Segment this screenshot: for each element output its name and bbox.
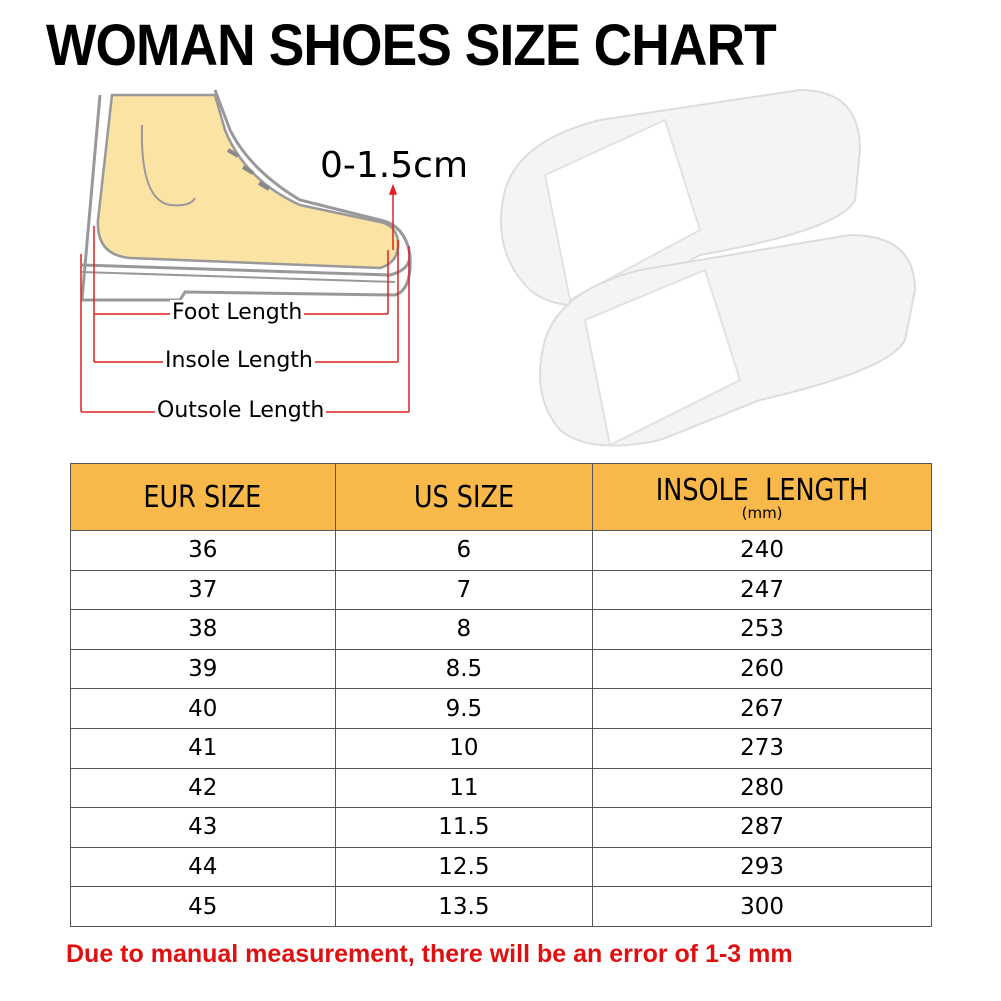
toe-gap-label: 0-1.5cm: [320, 145, 469, 186]
insole-length-cell: 267: [592, 688, 932, 729]
us-size-cell: 11.5: [334, 807, 594, 848]
insole-length-cell: 247: [592, 569, 932, 611]
table-row: 37 7 247: [70, 569, 932, 611]
table-row: 41 10 273: [70, 727, 932, 769]
header-label: US SIZE: [413, 479, 514, 515]
table-row: 45 13.5 300: [70, 886, 932, 927]
sole-line: [81, 271, 396, 283]
outsole-length-label: Outsole Length: [155, 398, 327, 423]
insole-length-cell: 293: [592, 846, 932, 888]
header-label: INSOLE LENGTH: [655, 472, 869, 508]
eur-size-cell: 41: [70, 727, 336, 769]
insole-length-cell: 300: [592, 886, 932, 927]
measurement-note: Due to manual measurement, there will be…: [66, 940, 793, 968]
insole-length-cell: 240: [592, 530, 932, 571]
insole-length-cell: 287: [592, 807, 932, 848]
header-us-size: US SIZE: [334, 463, 594, 531]
table-row: 39 8.5 260: [70, 648, 932, 690]
us-size-cell: 6: [334, 530, 594, 571]
slides-image: [499, 88, 917, 447]
header-eur-size: EUR SIZE: [70, 463, 336, 531]
insole-length-cell: 273: [592, 727, 932, 769]
header-insole-length: INSOLE LENGTH (mm): [592, 463, 932, 531]
header-label: EUR SIZE: [143, 479, 262, 515]
us-size-cell: 12.5: [334, 846, 594, 888]
ankle-line: [140, 124, 196, 207]
us-size-cell: 10: [334, 727, 594, 769]
insole-length-cell: 253: [592, 609, 932, 650]
table-header-row: EUR SIZE US SIZE INSOLE LENGTH (mm): [70, 463, 932, 531]
eur-size-cell: 36: [70, 530, 336, 571]
table-row: 40 9.5 267: [70, 688, 932, 729]
us-size-cell: 13.5: [334, 886, 594, 927]
us-size-cell: 7: [334, 569, 594, 611]
eur-size-cell: 38: [70, 609, 336, 650]
size-table: EUR SIZE US SIZE INSOLE LENGTH (mm) 36 6 24…: [70, 463, 932, 927]
insole-length-cell: 280: [592, 767, 932, 809]
us-size-cell: 8.5: [334, 648, 594, 690]
eur-size-cell: 42: [70, 767, 336, 809]
table-row: 36 6 240: [70, 530, 932, 571]
us-size-cell: 11: [334, 767, 594, 809]
page-title: WOMAN SHOES SIZE CHART: [46, 13, 777, 78]
insole-length-label: Insole Length: [163, 348, 315, 373]
header-unit: (mm): [741, 503, 783, 522]
eur-size-cell: 40: [70, 688, 336, 729]
table-row: 44 12.5 293: [70, 846, 932, 888]
eur-size-cell: 45: [70, 886, 336, 927]
foot-length-label: Foot Length: [170, 300, 305, 325]
us-size-cell: 9.5: [334, 688, 594, 729]
table-row: 42 11 280: [70, 767, 932, 809]
eur-size-cell: 44: [70, 846, 336, 888]
eur-size-cell: 37: [70, 569, 336, 611]
table-row: 38 8 253: [70, 609, 932, 650]
insole-length-cell: 260: [592, 648, 932, 690]
eur-size-cell: 43: [70, 807, 336, 848]
eur-size-cell: 39: [70, 648, 336, 690]
shoe-diagram: [80, 88, 917, 447]
us-size-cell: 8: [334, 609, 594, 650]
table-row: 43 11.5 287: [70, 807, 932, 848]
